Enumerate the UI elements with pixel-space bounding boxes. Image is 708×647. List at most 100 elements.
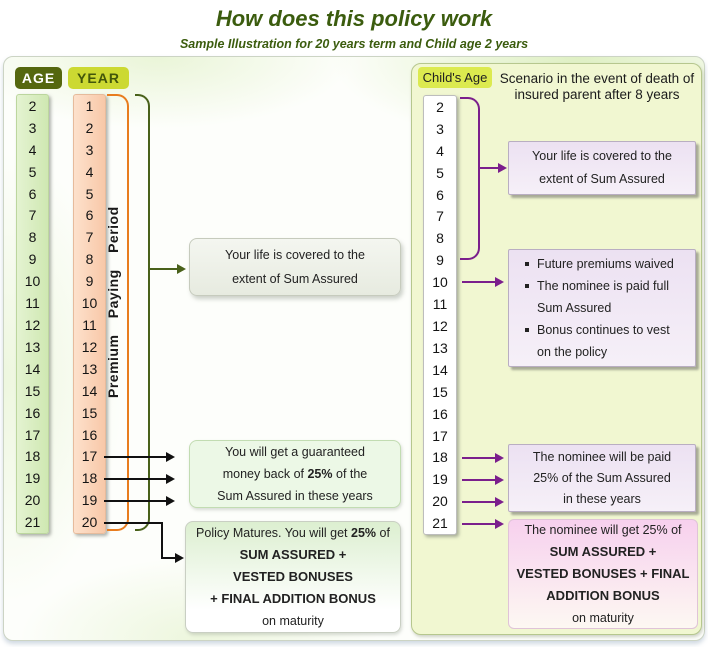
- year-cell: 10: [81, 295, 98, 312]
- age-column: 2 3 4 5 6 7 8 9 10 11 12 13 14 15 16 17 18 19 20 21: [16, 94, 49, 534]
- child-age-cell: 14: [432, 361, 448, 378]
- child-age-column: 2 3 4 5 6 7 8 9 10 11 12 13 14 15 16 17 18 19 20 21: [423, 95, 457, 535]
- year-cell: 13: [81, 360, 98, 377]
- age-cell: 12: [24, 317, 41, 334]
- age-cell: 14: [24, 360, 41, 377]
- year-cell: 18: [81, 470, 98, 487]
- child-age-cell: 7: [436, 208, 444, 225]
- death-benefit-item: The nominee is paid full Sum Assured: [523, 275, 687, 319]
- child-age-cell: 13: [432, 339, 448, 356]
- age-cell: 19: [24, 470, 41, 487]
- death-benefit-item: Future premiums waived: [523, 253, 687, 275]
- child-age-cell: 19: [432, 471, 448, 488]
- age-cell: 11: [25, 295, 40, 312]
- scenario-heading-line: Scenario in the event of death of: [499, 71, 695, 86]
- child-age-cell: 21: [432, 515, 448, 532]
- age-cell: 9: [28, 251, 37, 268]
- premium-period-bracket: [107, 94, 129, 531]
- moneyback-arrow-year17: [104, 456, 166, 458]
- money-back-line1: You will get a guaranteed: [225, 445, 365, 459]
- age-cell: 5: [28, 163, 37, 180]
- child-age-cell: 20: [432, 493, 448, 510]
- maturity-bold-line: SUM ASSURED +: [239, 547, 347, 562]
- maturity-arrow: [161, 557, 175, 559]
- child-age-cell: 5: [436, 164, 444, 181]
- scenario-heading: Scenario in the event of death of insured…: [487, 71, 707, 103]
- maturity-bold-line: + FINAL ADDITION BONUS: [210, 591, 376, 606]
- money-back-line2: money back of 25% of the: [190, 463, 400, 485]
- maturity-bold-lines: SUM ASSURED + VESTED BONUSES + FINAL ADDIT…: [188, 544, 398, 610]
- age-cell: 21: [24, 514, 41, 531]
- child-age-cell: 4: [436, 142, 444, 159]
- child-age-cell: 3: [436, 120, 444, 137]
- year-cell: 4: [85, 163, 94, 180]
- death-benefit-list: Future premiums waived The nominee is pai…: [509, 253, 695, 363]
- year-cell: 15: [81, 404, 98, 421]
- nominee-maturity-arrow: [462, 523, 495, 525]
- death-benefit-box: Future premiums waived The nominee is pai…: [508, 249, 696, 367]
- child-age-cell: 8: [436, 230, 444, 247]
- maturity-footer: on maturity: [262, 614, 324, 628]
- maturity-line1-bold: 25%: [351, 526, 377, 540]
- year-cell: 5: [85, 185, 94, 202]
- nominee-moneyback-line: 25% of the Sum Assured: [533, 470, 671, 485]
- life-cover-box-line: Your life is covered to the: [225, 248, 365, 262]
- year-cell: 3: [85, 141, 94, 158]
- parent-life-cover-line: Your life is covered to the: [532, 149, 672, 163]
- nominee-moneyback-box: The nominee will be paid 25% of the Sum A…: [508, 444, 696, 512]
- nominee-maturity-bold-lines: SUM ASSURED + VESTED BONUSES + FINAL ADDIT…: [509, 541, 697, 607]
- child-age-cell: 12: [432, 318, 448, 335]
- money-back-line3: Sum Assured in these years: [217, 489, 373, 503]
- nominee-moneyback-line: in these years: [563, 491, 641, 506]
- child-age-cell: 15: [432, 383, 448, 400]
- parent-life-cover-line: extent of Sum Assured: [539, 172, 665, 186]
- child-cover-bracket: [460, 97, 480, 260]
- maturity-bold-line: VESTED BONUSES: [233, 569, 353, 584]
- year-cell: 19: [81, 492, 98, 509]
- money-back-line2-pre: money back of: [222, 467, 308, 481]
- age-cell: 4: [28, 141, 37, 158]
- parent-life-cover-arrow: [480, 167, 498, 169]
- nominee-moneyback-arrow-age18: [462, 457, 495, 459]
- child-age-cell: 11: [432, 296, 448, 313]
- moneyback-arrow-year18: [104, 478, 166, 480]
- age-cell: 7: [28, 207, 37, 224]
- death-benefit-arrow: [462, 281, 495, 283]
- year-cell: 9: [85, 273, 94, 290]
- parent-life-cover-box: Your life is covered to the extent of Sum…: [508, 141, 696, 195]
- age-badge: AGE: [15, 67, 62, 89]
- page-subtitle: Sample Illustration for 20 years term an…: [179, 37, 529, 51]
- year-cell: 6: [85, 207, 94, 224]
- child-age-cell: 10: [432, 274, 448, 291]
- maturity-line1: Policy Matures. You will get 25% of: [188, 522, 398, 544]
- childs-age-badge: Child's Age: [418, 67, 492, 88]
- year-cell: 16: [81, 426, 98, 443]
- year-cell: 11: [82, 317, 97, 334]
- child-age-cell: 9: [436, 252, 444, 269]
- child-age-cell: 6: [436, 186, 444, 203]
- age-cell: 3: [28, 119, 37, 136]
- page-title: How does this policy work: [215, 6, 493, 31]
- policy-term-bracket: [135, 94, 150, 531]
- year-cell: 20: [81, 514, 98, 531]
- age-cell: 16: [24, 404, 41, 421]
- nominee-maturity-footer: on maturity: [572, 611, 634, 625]
- year-cell: 2: [85, 119, 94, 136]
- year-cell: 17: [81, 448, 98, 465]
- page-header: How does this policy work Sample Illustr…: [0, 0, 708, 51]
- child-age-cell: 2: [436, 98, 444, 115]
- age-cell: 20: [24, 492, 41, 509]
- nominee-moneyback-arrow-age19: [462, 479, 495, 481]
- diagram-canvas: AGE YEAR 2 3 4 5 6 7 8 9 10 11 12 13 14 15 16 17 18 19 20 2…: [3, 56, 705, 641]
- child-age-cell: 16: [432, 405, 448, 422]
- maturity-box: Policy Matures. You will get 25% of SUM …: [185, 521, 401, 633]
- life-cover-box: Your life is covered to the extent of Sum…: [189, 238, 401, 296]
- money-back-line2-post: of the: [332, 467, 368, 481]
- nominee-maturity-line1: The nominee will get 25% of: [524, 523, 682, 537]
- year-cell: 14: [81, 382, 98, 399]
- year-column: 1 2 3 4 5 6 7 8 9 10 11 12 13 14 15 16 17 18 19 20: [73, 94, 106, 534]
- age-cell: 17: [24, 426, 41, 443]
- maturity-connector-horizontal: [104, 522, 163, 524]
- scenario-panel: Child's Age Scenario in the event of dea…: [411, 63, 702, 635]
- age-cell: 13: [24, 338, 41, 355]
